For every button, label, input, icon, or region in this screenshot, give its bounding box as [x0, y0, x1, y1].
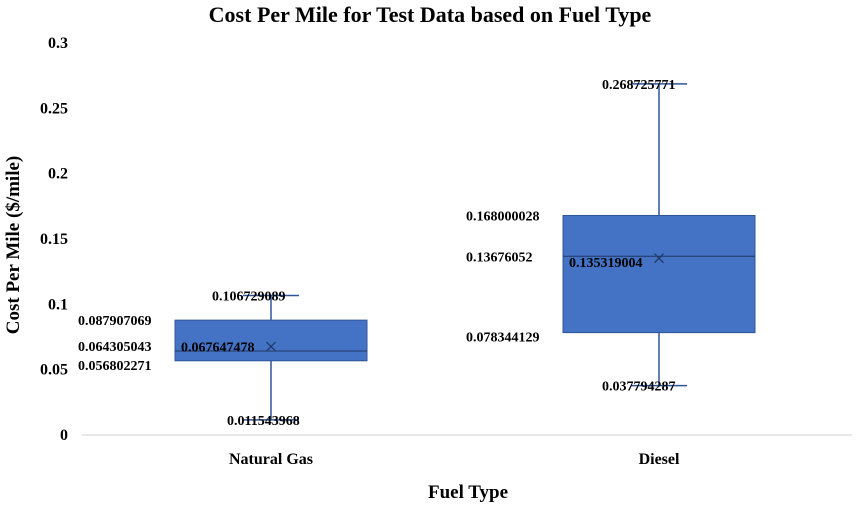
data-label-mean: 0.135319004 — [569, 256, 643, 271]
data-label-max: 0.268725771 — [602, 78, 676, 93]
y-tick-label: 0.05 — [40, 362, 68, 379]
data-label-max: 0.106729089 — [212, 290, 286, 305]
y-tick-label: 0.2 — [48, 166, 68, 183]
data-label-q1: 0.056802271 — [78, 359, 152, 374]
data-label-q1: 0.078344129 — [466, 331, 540, 346]
data-label-median: 0.064305043 — [78, 340, 152, 355]
y-axis-ticks: 0 0.05 0.1 0.15 0.2 0.25 0.3 — [40, 35, 68, 444]
y-tick-label: 0.15 — [40, 231, 68, 248]
data-label-min: 0.011543968 — [227, 414, 300, 429]
plot-area: 0.011543968 0.056802271 0.064305043 0.08790… — [78, 78, 756, 429]
iqr-box — [174, 319, 368, 362]
data-label-median: 0.13676052 — [466, 250, 533, 265]
x-tick-label: Natural Gas — [229, 451, 313, 468]
x-tick-label: Diesel — [639, 451, 680, 468]
data-label-min: 0.037794287 — [602, 380, 676, 395]
y-tick-label: 0.3 — [48, 35, 68, 52]
y-tick-label: 0.25 — [40, 100, 68, 117]
data-label-q3: 0.168000028 — [466, 209, 540, 224]
data-label-mean: 0.067647478 — [181, 341, 255, 356]
chart-title: Cost Per Mile for Test Data based on Fue… — [209, 2, 652, 27]
iqr-box — [562, 214, 756, 334]
y-tick-label: 0.1 — [48, 296, 68, 313]
data-label-q3: 0.087907069 — [78, 314, 152, 329]
mean-marker — [266, 341, 276, 352]
mean-marker — [654, 253, 664, 264]
y-tick-label: 0 — [60, 427, 68, 444]
x-axis-ticks: Natural Gas Diesel — [229, 451, 680, 468]
y-axis-title: Cost Per Mile ($/mile) — [3, 156, 24, 335]
x-axis-title: Fuel Type — [428, 482, 508, 503]
